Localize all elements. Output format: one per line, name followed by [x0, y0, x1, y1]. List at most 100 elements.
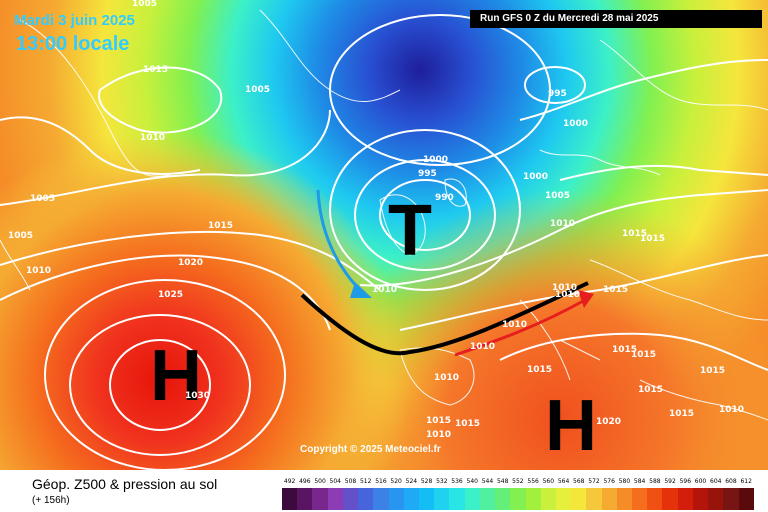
isobar-label: 995 — [418, 169, 437, 179]
scale-tick-label: 592 — [664, 478, 676, 485]
isobars — [0, 14, 768, 470]
scale-tick-label: 612 — [740, 478, 752, 485]
high-center-label-2: H — [545, 386, 597, 466]
high-center-label: H — [150, 336, 202, 416]
scale-tick-label: 528 — [420, 478, 433, 485]
isobar-label: 1005 — [245, 85, 270, 95]
arrow-head-blue — [350, 282, 372, 298]
isobar-label: 1015 — [143, 65, 168, 75]
isobar-label: 1005 — [132, 0, 157, 9]
scale-swatch — [632, 488, 648, 510]
trough-line — [300, 281, 589, 356]
scale-tick-label: 504 — [329, 478, 341, 485]
color-scale: 492 496 500 504 508 512 516 520 524 528 532 536 540 5… — [282, 478, 754, 510]
scale-tick-label: 552 — [512, 478, 524, 485]
isobar-label: 1015 — [669, 409, 694, 419]
scale-swatch — [495, 488, 511, 510]
isobar-label: 1015 — [612, 345, 637, 355]
scale-tick-label: 572 — [588, 478, 600, 485]
isobar-label: 1010 — [140, 133, 165, 143]
isobar-label: 1000 — [523, 172, 548, 182]
scale-swatch — [312, 488, 328, 510]
scale-swatch — [449, 488, 465, 510]
isobar-label: 1020 — [596, 417, 621, 427]
isobar-label: 1015 — [700, 366, 725, 376]
isobar-label: 1005 — [8, 231, 33, 241]
scale-swatch — [434, 488, 450, 510]
scale-tick-label: 532 — [436, 478, 448, 485]
isobar-label: 995 — [548, 89, 567, 99]
jet-arrow-blue — [316, 189, 364, 294]
scale-tick-label: 524 — [405, 478, 418, 485]
scale-swatch — [555, 488, 572, 510]
isobar-label: 1005 — [30, 194, 55, 204]
isobar-label: 1000 — [423, 155, 448, 165]
scale-tick-label: 512 — [359, 478, 372, 485]
scale-swatch — [297, 488, 313, 510]
copyright-notice: Copyright © 2025 Meteociel.fr — [300, 444, 441, 455]
scale-tick-label: 556 — [527, 478, 539, 485]
isobar-label: 1010 — [555, 290, 580, 300]
scale-tick-label: 568 — [573, 478, 585, 485]
isobar-label: 1015 — [455, 419, 480, 429]
scale-tick-label: 496 — [299, 478, 311, 485]
isobar-label: 1015 — [527, 365, 552, 375]
scale-swatch — [586, 488, 602, 510]
scale-swatch — [403, 488, 419, 510]
scale-swatch — [601, 488, 617, 510]
isobar-label: 1015 — [426, 416, 451, 426]
scale-tick-label: 600 — [694, 478, 707, 485]
scale-swatch — [616, 488, 633, 510]
scale-tick-label: 492 — [283, 478, 296, 485]
forecast-time: 13:00 locale — [16, 33, 130, 55]
isobar-label: 1015 — [638, 385, 663, 395]
isobar-label: 1010 — [550, 219, 575, 229]
isobar-label: 1030 — [185, 391, 210, 401]
isobar-label: 1020 — [178, 258, 203, 268]
scale-tick-label: 596 — [679, 478, 692, 485]
jet-arrow-red — [454, 298, 586, 357]
color-scale-bar — [282, 488, 754, 510]
scale-tick-label: 576 — [603, 478, 615, 485]
scale-tick-label: 544 — [481, 478, 494, 485]
isobar-label: 1025 — [158, 290, 183, 300]
legend-footer: Géop. Z500 & pression au sol (+ 156h) 49… — [0, 470, 768, 512]
isobar-label: 1015 — [603, 285, 628, 295]
scale-tick-label: 584 — [633, 478, 646, 485]
scale-tick-label: 536 — [451, 478, 463, 485]
isobar-label: 1015 — [622, 229, 647, 239]
scale-tick-label: 588 — [649, 478, 661, 485]
scale-swatch — [388, 488, 404, 510]
isobar-label: 1010 — [502, 320, 527, 330]
scale-tick-label: 500 — [314, 478, 326, 485]
field-title: Géop. Z500 & pression au sol — [32, 476, 218, 492]
scale-tick-label: 560 — [542, 478, 555, 485]
isobar-label: 1010 — [552, 283, 577, 293]
scale-swatch — [662, 488, 678, 510]
isobar-label: 1010 — [426, 430, 451, 440]
isobar-label: 1015 — [640, 234, 665, 244]
forecast-date: Mardi 3 juin 2025 — [14, 12, 135, 29]
scale-tick-label: 604 — [710, 478, 722, 485]
scale-swatch — [525, 488, 541, 510]
scale-swatch — [708, 488, 724, 510]
scale-swatch — [464, 488, 480, 510]
scale-swatch — [510, 488, 526, 510]
scale-swatch — [358, 488, 374, 510]
scale-tick-label: 608 — [725, 478, 737, 485]
arrow-head-red — [578, 290, 594, 308]
isobar-labels: 1005 1015 1005 1010 1005 1005 1010 1015 … — [8, 0, 744, 440]
isobar-label: 1010 — [372, 285, 397, 295]
scale-swatch — [327, 488, 343, 510]
isobar-label: 1005 — [545, 191, 570, 201]
scale-swatch — [677, 488, 693, 510]
scale-swatch — [647, 488, 663, 510]
scale-swatch — [723, 488, 739, 510]
scale-tick-label: 564 — [557, 478, 570, 485]
isobar-label: 1010 — [434, 373, 459, 383]
color-scale-labels: 492 496 500 504 508 512 516 520 524 528 532 536 540 5… — [282, 478, 754, 487]
scale-swatch — [373, 488, 389, 510]
scale-swatch — [571, 488, 587, 510]
lead-time: (+ 156h) — [32, 495, 70, 506]
scale-swatch — [282, 488, 298, 510]
